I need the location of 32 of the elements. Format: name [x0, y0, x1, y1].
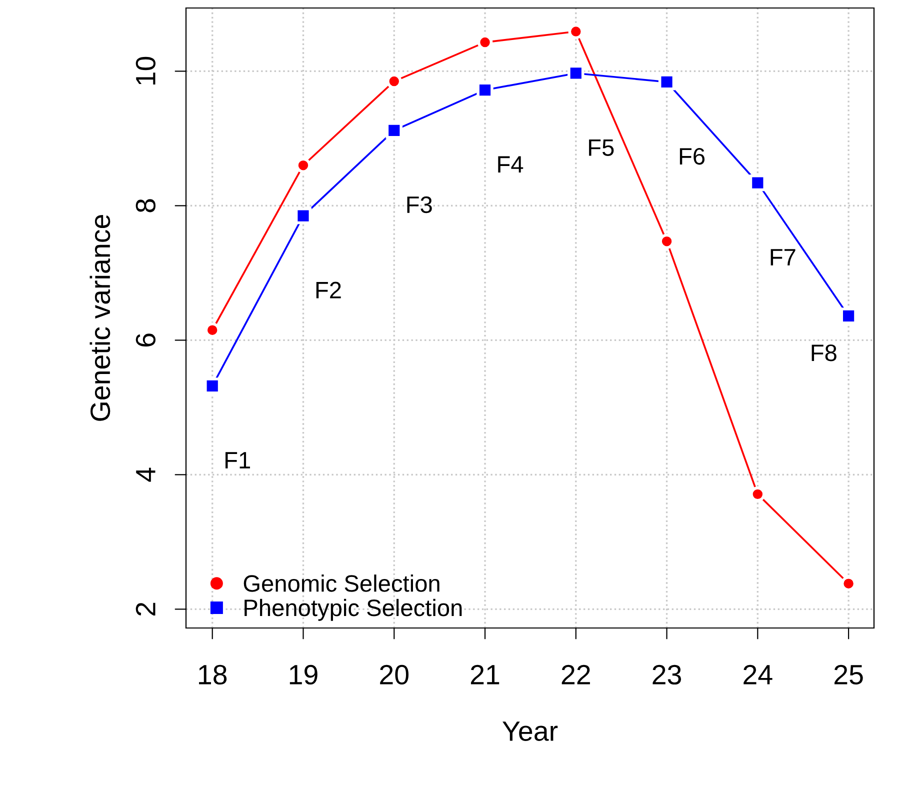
annotation: F4 [498, 156, 524, 173]
point [386, 122, 402, 139]
point [386, 74, 402, 89]
x-tick-label: 23 [652, 664, 682, 685]
x-tick-label: 20 [380, 664, 408, 685]
y-tick-label: 4 [136, 468, 156, 482]
x-axis-title: Year [502, 722, 558, 741]
x-tick-label: 24 [744, 664, 772, 684]
y-tick-label: 6 [136, 334, 156, 347]
annotation: F6 [680, 148, 705, 165]
point [658, 74, 676, 90]
annotation: F8 [812, 344, 836, 362]
annotation: F2 [316, 282, 341, 298]
x-tick-label: 18 [199, 664, 227, 685]
annotation: F7 [770, 249, 796, 266]
legend-label: Phenotypic Selection [244, 598, 462, 621]
x-tick-label: 25 [834, 664, 863, 685]
y-tick-label: 10 [136, 56, 156, 85]
annotation: F1 [226, 452, 250, 468]
x-tick-label: 21 [470, 664, 500, 684]
x-tick-label: 22 [562, 664, 590, 684]
point [476, 82, 494, 98]
legend-label: Genomic Selection [244, 574, 440, 592]
point [568, 64, 584, 82]
point [749, 174, 766, 192]
x-tick-label: 19 [290, 664, 318, 685]
y-tick-label: 8 [136, 199, 156, 212]
annotation: F5 [589, 139, 614, 156]
annotation: F3 [407, 196, 432, 214]
point [477, 34, 493, 50]
y-tick-label: 2 [136, 602, 156, 616]
y-axis-title: Genetic variance [90, 215, 110, 421]
